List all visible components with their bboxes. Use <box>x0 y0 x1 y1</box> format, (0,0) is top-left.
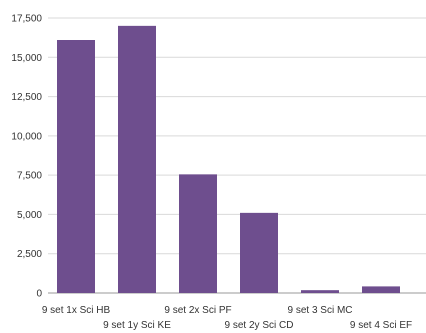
x-tick-label: 9 set 1y Sci KE <box>103 320 171 331</box>
bars <box>57 25 400 293</box>
x-tick-label: 9 set 4 Sci EF <box>350 320 412 331</box>
y-tick-label: 0 <box>36 289 42 300</box>
y-tick-label: 5,000 <box>17 210 42 221</box>
x-tick-label: 9 set 1x Sci HB <box>42 305 111 316</box>
gridlines <box>48 17 426 294</box>
bar-0[interactable] <box>57 40 95 293</box>
x-tick-label: 9 set 3 Sci MC <box>287 305 352 316</box>
bar-2[interactable] <box>179 174 217 293</box>
x-tick-label: 9 set 2x Sci PF <box>164 305 231 316</box>
bar-5[interactable] <box>362 286 400 293</box>
y-tick-label: 17,500 <box>11 14 42 25</box>
y-tick-label: 15,000 <box>11 53 42 64</box>
bar-1[interactable] <box>118 25 156 293</box>
x-tick-label: 9 set 2y Sci CD <box>225 320 294 331</box>
y-tick-label: 7,500 <box>17 171 42 182</box>
y-tick-label: 2,500 <box>17 249 42 260</box>
y-tick-label: 12,500 <box>11 92 42 103</box>
y-tick-label: 10,000 <box>11 131 42 142</box>
bar-3[interactable] <box>240 212 278 293</box>
bar-4[interactable] <box>301 290 339 293</box>
y-axis: 0 2,500 5,000 7,500 10,000 12,500 15,000 17,500 <box>11 14 42 300</box>
x-axis: 9 set 1x Sci HB 9 set 1y Sci KE 9 set 2x S… <box>42 305 412 331</box>
